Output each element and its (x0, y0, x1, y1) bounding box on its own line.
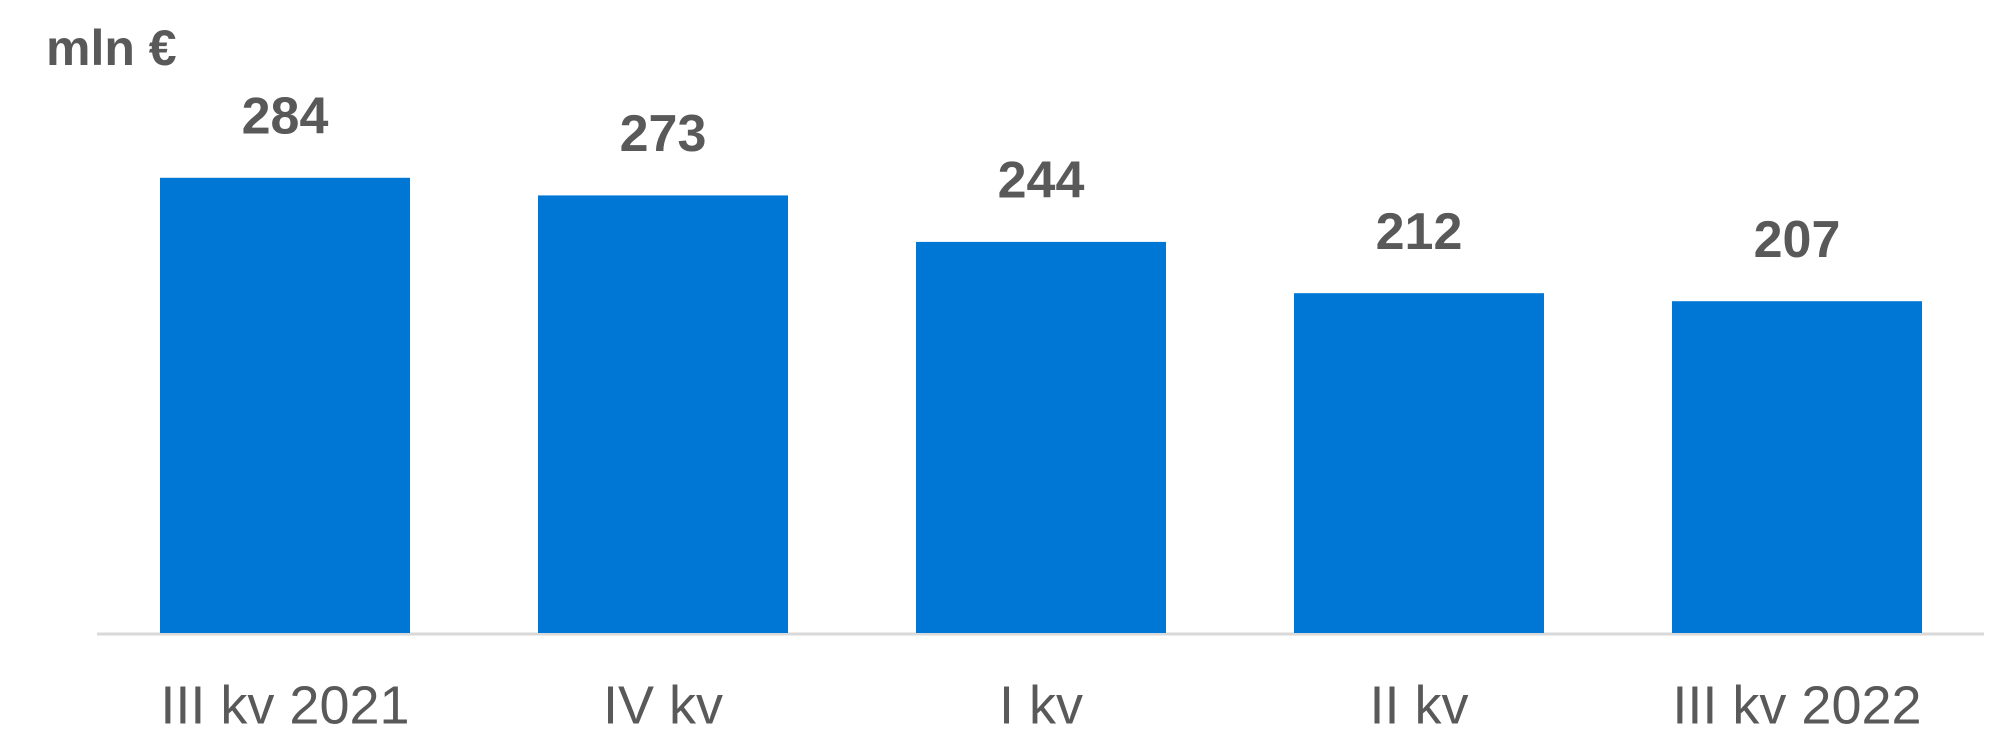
bar (1672, 301, 1922, 633)
value-label: 207 (1754, 211, 1841, 269)
x-tick-label: II kv (1369, 675, 1468, 733)
bar (1294, 293, 1544, 633)
bar (916, 241, 1166, 633)
x-tick-label: III kv 2022 (1672, 675, 1921, 733)
value-label: 212 (1376, 203, 1463, 261)
x-tick-label: IV kv (603, 675, 723, 733)
value-label: 244 (998, 152, 1085, 210)
bar (160, 177, 410, 633)
value-label: 273 (620, 105, 707, 163)
value-label: 284 (242, 88, 329, 146)
unit-label: mln € (46, 20, 177, 76)
x-tick-label: I kv (999, 675, 1083, 733)
bar (538, 195, 788, 634)
x-tick-label: III kv 2021 (160, 675, 409, 733)
